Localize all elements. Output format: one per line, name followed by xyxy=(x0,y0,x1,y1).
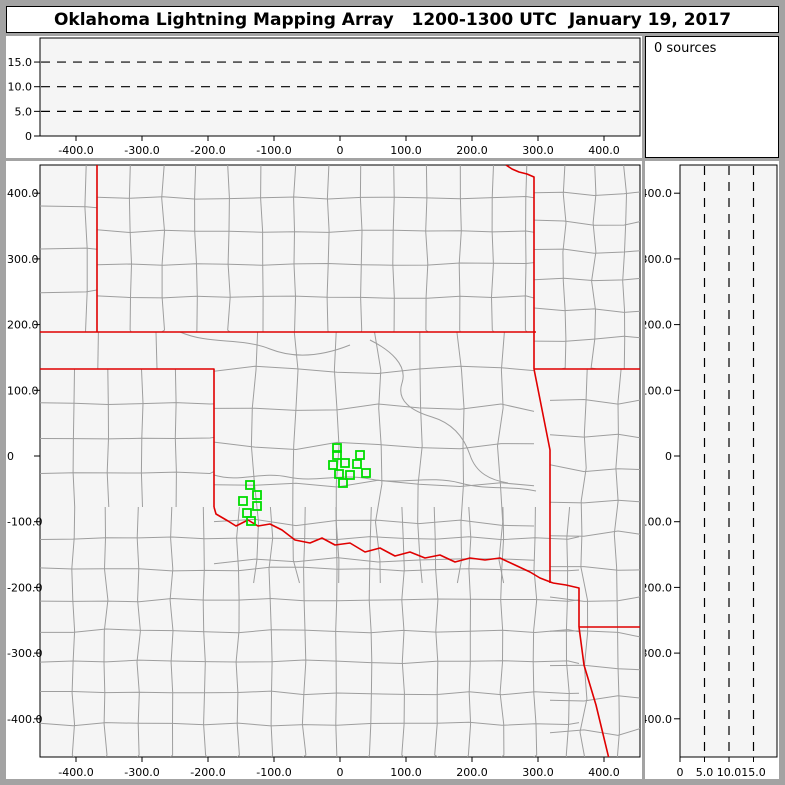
axis-tick-label: 400.0 xyxy=(7,187,39,200)
station-marker xyxy=(352,459,362,469)
axis-tick-label: 100.0 xyxy=(390,766,422,779)
axis-tick-label: -400.0 xyxy=(58,144,93,157)
sources-count-panel: 0 sources xyxy=(645,36,779,158)
station-marker xyxy=(252,501,262,511)
axis-tick-label: -300.0 xyxy=(124,766,159,779)
cimarron-river xyxy=(179,331,351,356)
station-marker xyxy=(328,460,338,470)
axis-tick-label: 400.0 xyxy=(588,766,620,779)
axis-tick-label: 0 xyxy=(677,766,684,779)
axis-tick-label: -100.0 xyxy=(645,516,672,529)
axis-tick-label: 200.0 xyxy=(645,319,672,332)
county-region-texas xyxy=(40,506,580,757)
axis-tick-label: 300.0 xyxy=(645,253,672,266)
red-river-ok-tx-border xyxy=(213,506,554,584)
station-marker xyxy=(340,458,350,468)
axis-tick-label: -200.0 xyxy=(7,581,42,594)
axis-tick-label: -200.0 xyxy=(190,144,225,157)
axis-tick-label: -300.0 xyxy=(645,647,672,660)
station-marker xyxy=(332,450,342,460)
tx-ar-la-border xyxy=(552,582,640,757)
axis-tick-label: -100.0 xyxy=(256,144,291,157)
axis-tick-label: 400.0 xyxy=(645,187,672,200)
station-marker xyxy=(238,496,248,506)
axis-tick-label: 5.0 xyxy=(15,105,33,118)
plan-view-map-plot[interactable]: 400.0 300.0 200.0 100.0 0 -100.0 -200.0 -300.0 -… xyxy=(6,161,642,779)
axis-tick-label: 0 xyxy=(337,144,344,157)
ok-tx-panhandle-border xyxy=(40,368,215,507)
axis-tick-label: 0 xyxy=(665,450,672,463)
axis-tick-label: -200.0 xyxy=(645,581,672,594)
station-marker xyxy=(361,468,371,478)
window-title: Oklahoma Lightning Mapping Array 1200-13… xyxy=(53,9,732,30)
axis-tick-label: 200.0 xyxy=(456,144,488,157)
axis-tick-label: -400.0 xyxy=(7,713,42,726)
altitude-vs-north-south-panel: 400.0 300.0 200.0 100.0 0 -100.0 -200.0 -300.0 -… xyxy=(645,161,779,779)
axis-tick-label: 15.0 xyxy=(8,56,33,69)
county-region-ok-panhandle xyxy=(97,331,158,370)
axis-tick-label: 100.0 xyxy=(645,384,672,397)
axis-tick-label: -200.0 xyxy=(190,766,225,779)
axis-tick-label: 100.0 xyxy=(390,144,422,157)
station-marker xyxy=(252,490,262,500)
station-marker xyxy=(245,480,255,490)
axis-tick-label: 100.0 xyxy=(7,384,39,397)
station-marker xyxy=(338,478,348,488)
axis-tick-label: -100.0 xyxy=(256,766,291,779)
axis-tick-label: 300.0 xyxy=(522,144,554,157)
plan-view-map-panel: 400.0 300.0 200.0 100.0 0 -100.0 -200.0 -300.0 -… xyxy=(6,161,642,779)
lma-station-markers xyxy=(238,443,371,526)
axis-tick-label: 0 xyxy=(337,766,344,779)
ok-ar-border xyxy=(533,368,551,583)
axis-tick-label: 200.0 xyxy=(456,766,488,779)
axis-tick-label: 300.0 xyxy=(522,766,554,779)
county-region-oklahoma xyxy=(213,331,535,584)
county-region-texas-panhandle xyxy=(40,368,215,508)
canadian-river xyxy=(213,474,537,492)
axis-tick-label: 300.0 xyxy=(7,253,39,266)
map-layers xyxy=(40,165,640,757)
axis-tick-label: -400.0 xyxy=(58,766,93,779)
axis-tick-label: 400.0 xyxy=(588,144,620,157)
county-region-colorado xyxy=(40,165,98,333)
axis-tick-label: -100.0 xyxy=(7,516,42,529)
county-boundaries xyxy=(40,165,640,757)
axis-tick-label: -400.0 xyxy=(645,713,672,726)
axis-tick-label: 200.0 xyxy=(7,319,39,332)
station-marker xyxy=(334,469,344,479)
station-marker xyxy=(355,450,365,460)
axis-tick-label: 10.0 xyxy=(8,81,33,94)
altitude-vs-east-west-panel: 0 5.0 10.0 15.0 -400.0 -300.0 -200.0 -100.0 0 100… xyxy=(6,36,642,158)
axis-tick-label: -300.0 xyxy=(124,144,159,157)
ks-mo-ok-mo-border xyxy=(505,165,535,369)
station-marker xyxy=(246,516,256,526)
axis-tick-label: -300.0 xyxy=(7,647,42,660)
title-bar: Oklahoma Lightning Mapping Array 1200-13… xyxy=(6,6,779,33)
station-marker xyxy=(345,470,355,480)
axis-tick-label: 15.0 xyxy=(741,766,766,779)
arkansas-river xyxy=(369,339,509,484)
axis-tick-label: 0 xyxy=(7,450,14,463)
county-region-kansas xyxy=(96,165,535,333)
axis-tick-label: 10.0 xyxy=(717,766,742,779)
axis-tick-label: 0 xyxy=(25,130,32,143)
county-region-missouri xyxy=(533,165,640,370)
axis-tick-label: 5.0 xyxy=(696,766,714,779)
altitude-vs-east-west-plot[interactable]: 0 5.0 10.0 15.0 -400.0 -300.0 -200.0 -100.0 0 100… xyxy=(6,36,642,158)
sources-count-label: 0 sources xyxy=(654,41,717,56)
altitude-vs-north-south-plot[interactable]: 400.0 300.0 200.0 100.0 0 -100.0 -200.0 -300.0 -… xyxy=(645,161,779,779)
station-marker xyxy=(332,443,342,453)
